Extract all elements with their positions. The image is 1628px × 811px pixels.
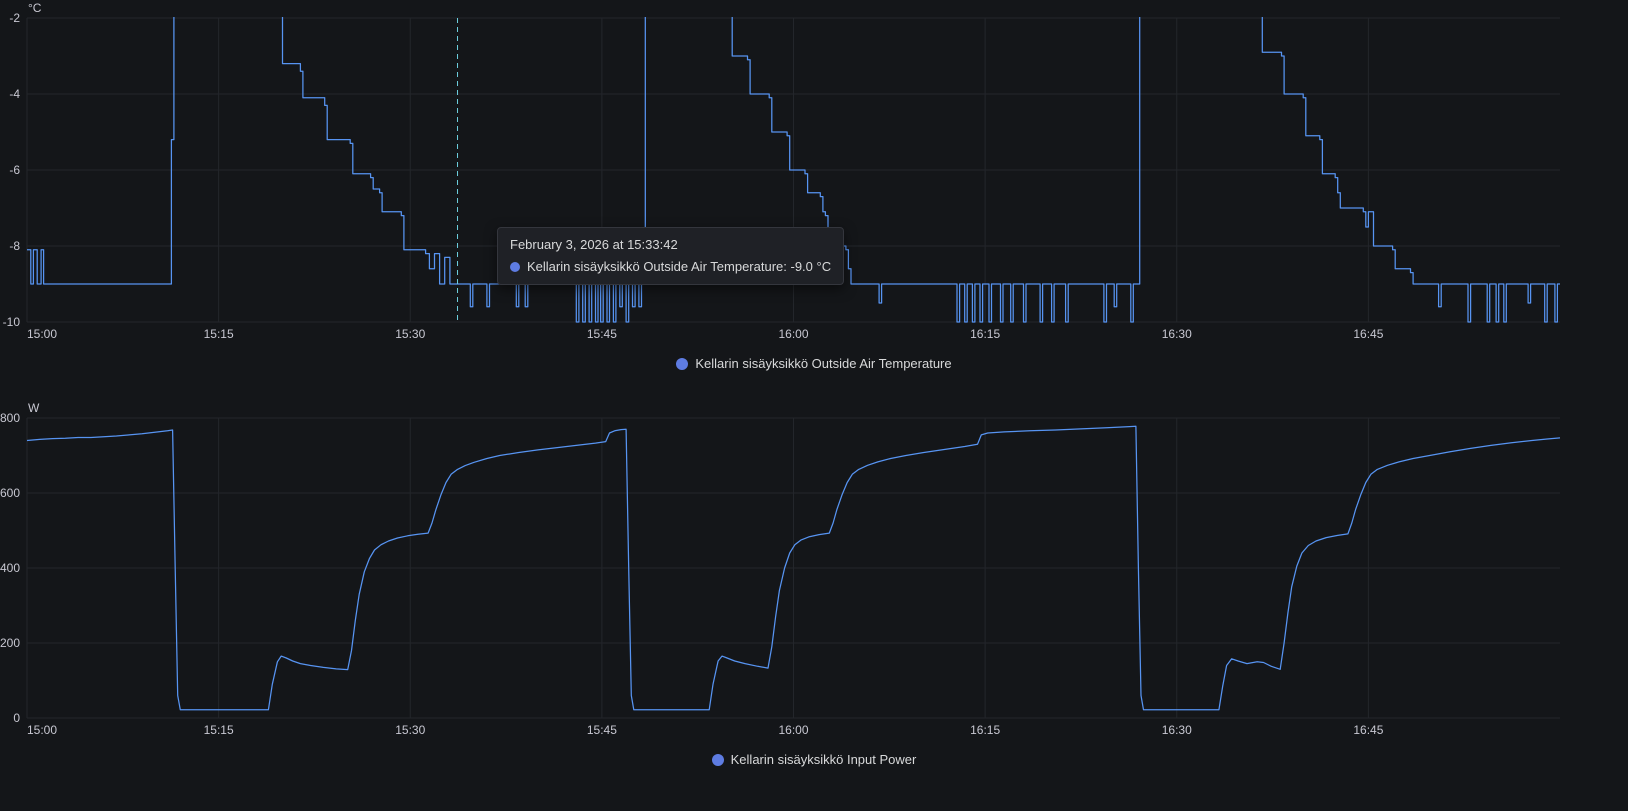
- tooltip-title: February 3, 2026 at 15:33:42: [510, 237, 678, 252]
- svg-text:16:00: 16:00: [778, 327, 808, 341]
- temperature-legend-label: Kellarin sisäyksikkö Outside Air Tempera…: [695, 356, 952, 371]
- svg-text:15:15: 15:15: [204, 327, 234, 341]
- svg-text:16:30: 16:30: [1162, 327, 1192, 341]
- temperature-y-axis-unit: °C: [28, 1, 42, 15]
- svg-text:16:15: 16:15: [970, 327, 1000, 341]
- tooltip-series-label: Kellarin sisäyksikkö Outside Air Tempera…: [527, 259, 787, 274]
- power-legend-label: Kellarin sisäyksikkö Input Power: [730, 752, 917, 767]
- tooltip-series-text: Kellarin sisäyksikkö Outside Air Tempera…: [527, 259, 831, 274]
- svg-text:-2: -2: [9, 11, 20, 25]
- svg-text:-10: -10: [3, 315, 21, 329]
- svg-text:800: 800: [0, 411, 20, 425]
- power-chart[interactable]: 0 200 400 600 800 15:00 15:15 15:30 15:45 16:00 16…: [0, 400, 1628, 744]
- power-legend: Kellarin sisäyksikkö Input Power: [0, 752, 1628, 767]
- svg-text:400: 400: [0, 561, 20, 575]
- tooltip-series-value: -9.0 °C: [790, 259, 832, 274]
- power-panel: W 0 200 400 600 800 15:00 15:15 15:30 15:45 16:00…: [0, 400, 1628, 811]
- power-series-color-icon: [711, 753, 724, 766]
- tooltip-series-color-icon: [510, 261, 520, 272]
- svg-text:0: 0: [13, 711, 20, 725]
- svg-text:15:00: 15:00: [27, 723, 57, 737]
- temperature-series-color-icon: [676, 357, 689, 370]
- power-legend-item[interactable]: Kellarin sisäyksikkö Input Power: [711, 752, 917, 767]
- svg-text:200: 200: [0, 636, 20, 650]
- temperature-chart[interactable]: -2 -4 -6 -8 -10 15:00 15:15 15:30 15:45 16:00 16:1…: [0, 0, 1628, 346]
- svg-text:-6: -6: [9, 163, 20, 177]
- svg-text:15:30: 15:30: [395, 723, 425, 737]
- svg-text:15:15: 15:15: [204, 723, 234, 737]
- svg-text:600: 600: [0, 486, 20, 500]
- svg-text:16:00: 16:00: [778, 723, 808, 737]
- svg-text:-8: -8: [9, 239, 20, 253]
- power-y-axis-unit: W: [28, 401, 40, 415]
- temperature-legend-item[interactable]: Kellarin sisäyksikkö Outside Air Tempera…: [676, 356, 952, 371]
- svg-text:15:45: 15:45: [587, 327, 617, 341]
- tooltip: February 3, 2026 at 15:33:42 Kellarin si…: [497, 227, 845, 285]
- temperature-legend: Kellarin sisäyksikkö Outside Air Tempera…: [0, 356, 1628, 371]
- svg-text:16:45: 16:45: [1353, 723, 1383, 737]
- svg-text:15:30: 15:30: [395, 327, 425, 341]
- svg-text:15:45: 15:45: [587, 723, 617, 737]
- svg-text:16:45: 16:45: [1353, 327, 1383, 341]
- temperature-panel: °C -2 -4 -6 -8 -10 15:00 15:15 15:30 15:45 16:00 1…: [0, 0, 1628, 390]
- svg-text:-4: -4: [9, 87, 20, 101]
- tooltip-series-row: Kellarin sisäyksikkö Outside Air Tempera…: [510, 259, 831, 274]
- svg-text:16:30: 16:30: [1162, 723, 1192, 737]
- svg-text:15:00: 15:00: [27, 327, 57, 341]
- svg-text:16:15: 16:15: [970, 723, 1000, 737]
